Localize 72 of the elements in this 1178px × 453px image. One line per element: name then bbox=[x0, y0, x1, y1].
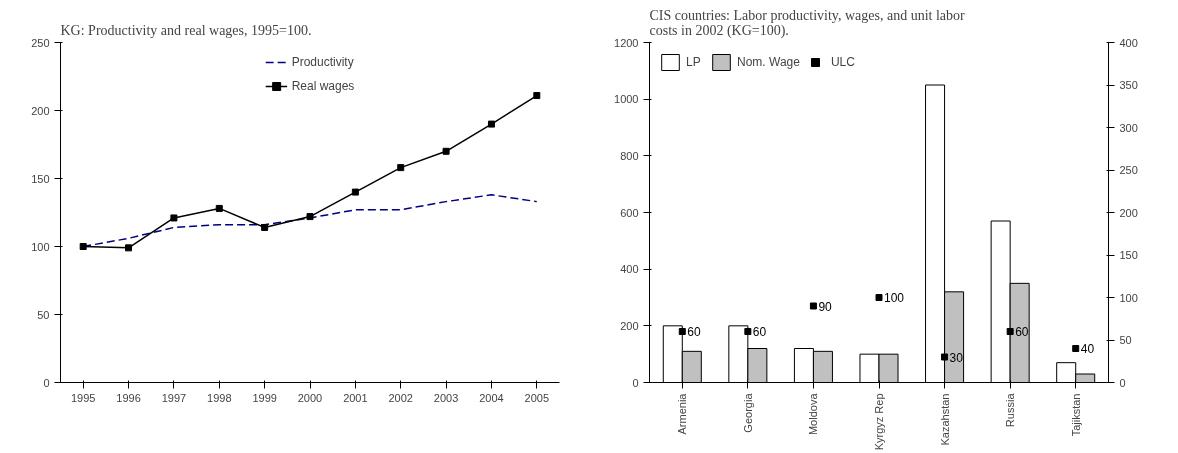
y2-tick-label: 400 bbox=[1119, 36, 1138, 49]
point bbox=[487, 120, 495, 128]
point bbox=[125, 244, 133, 252]
x-tick-label: 2001 bbox=[343, 391, 368, 404]
x-tick-label: 2000 bbox=[297, 391, 323, 404]
point bbox=[170, 214, 178, 222]
y-tick-label: 150 bbox=[31, 172, 50, 185]
y-tick-label: 1000 bbox=[614, 93, 639, 106]
legend-label: Nom. Wage bbox=[737, 55, 800, 69]
x-tick-label: 2002 bbox=[388, 391, 413, 404]
x-tick-label: 1997 bbox=[161, 391, 187, 404]
x-tick-label: 1995 bbox=[70, 391, 96, 404]
x-tick-label: Georgia bbox=[741, 392, 754, 433]
y2-tick-label: 250 bbox=[1119, 164, 1138, 176]
y-tick-label: 200 bbox=[31, 104, 50, 117]
chart-title: CIS countries: Labor productivity, wages, and unit labor costs in 2002 (KG=100). bbox=[649, 7, 966, 39]
y-tick-label: 100 bbox=[31, 240, 50, 253]
y-tick-label: 0 bbox=[43, 376, 50, 389]
x-tick-label: Russia bbox=[1004, 392, 1017, 428]
y2-tick-label: 100 bbox=[1119, 291, 1138, 304]
x-tick-label: Armenia bbox=[676, 392, 689, 435]
x-tick-label: 2005 bbox=[524, 391, 550, 404]
point bbox=[1006, 328, 1014, 335]
point bbox=[351, 188, 359, 196]
y-tick-label: 50 bbox=[37, 308, 50, 321]
legend-label: Productivity bbox=[291, 55, 354, 69]
y2-tick-label: 0 bbox=[1119, 376, 1126, 389]
y-tick-label: 200 bbox=[620, 319, 639, 332]
point bbox=[1072, 345, 1080, 352]
x-tick-label: Tajikstan bbox=[1069, 393, 1082, 437]
x-tick-label: 2003 bbox=[433, 391, 459, 404]
y2-tick-label: 150 bbox=[1119, 249, 1138, 261]
y-tick-label: 1200 bbox=[614, 36, 639, 49]
point bbox=[215, 204, 223, 212]
y-tick-label: 0 bbox=[632, 376, 639, 389]
x-tick-label: Kyrgyz Rep bbox=[873, 393, 885, 451]
point bbox=[306, 213, 314, 221]
y-tick-label: 600 bbox=[620, 206, 639, 219]
y-tick-label: 400 bbox=[620, 263, 639, 276]
y2-tick-label: 350 bbox=[1119, 79, 1138, 91]
x-tick-label: Kazahstan bbox=[938, 393, 951, 446]
legend-label: ULC bbox=[830, 55, 855, 69]
x-tick-label: 1996 bbox=[116, 391, 141, 404]
point bbox=[875, 294, 883, 301]
data-label: 90 bbox=[818, 299, 833, 314]
data-label: 60 bbox=[752, 325, 767, 339]
data-label: 60 bbox=[1015, 325, 1029, 339]
data-label: 30 bbox=[949, 350, 964, 365]
y-tick-label: 250 bbox=[31, 36, 50, 49]
point bbox=[261, 223, 269, 231]
legend-label: LP bbox=[686, 55, 702, 69]
point bbox=[744, 328, 752, 335]
data-label: 60 bbox=[687, 325, 701, 339]
point bbox=[809, 302, 817, 310]
legend-label: Real wages bbox=[291, 79, 355, 93]
point bbox=[941, 353, 949, 361]
x-tick-label: 2004 bbox=[479, 391, 504, 404]
x-tick-label: Moldova bbox=[807, 392, 820, 436]
y-tick-label: 800 bbox=[620, 149, 639, 162]
y2-tick-label: 300 bbox=[1119, 121, 1138, 134]
chart-title: KG: Productivity and real wages, 1995=100. bbox=[60, 22, 312, 38]
y2-tick-label: 200 bbox=[1119, 206, 1138, 219]
point bbox=[397, 164, 405, 172]
point bbox=[678, 328, 686, 335]
point bbox=[442, 147, 450, 155]
point bbox=[533, 92, 541, 100]
y2-tick-label: 50 bbox=[1119, 334, 1132, 346]
point bbox=[79, 243, 87, 250]
x-tick-label: 1999 bbox=[252, 391, 277, 404]
data-label: 40 bbox=[1080, 342, 1095, 356]
x-tick-label: 1998 bbox=[207, 391, 232, 404]
data-label: 100 bbox=[884, 291, 905, 305]
